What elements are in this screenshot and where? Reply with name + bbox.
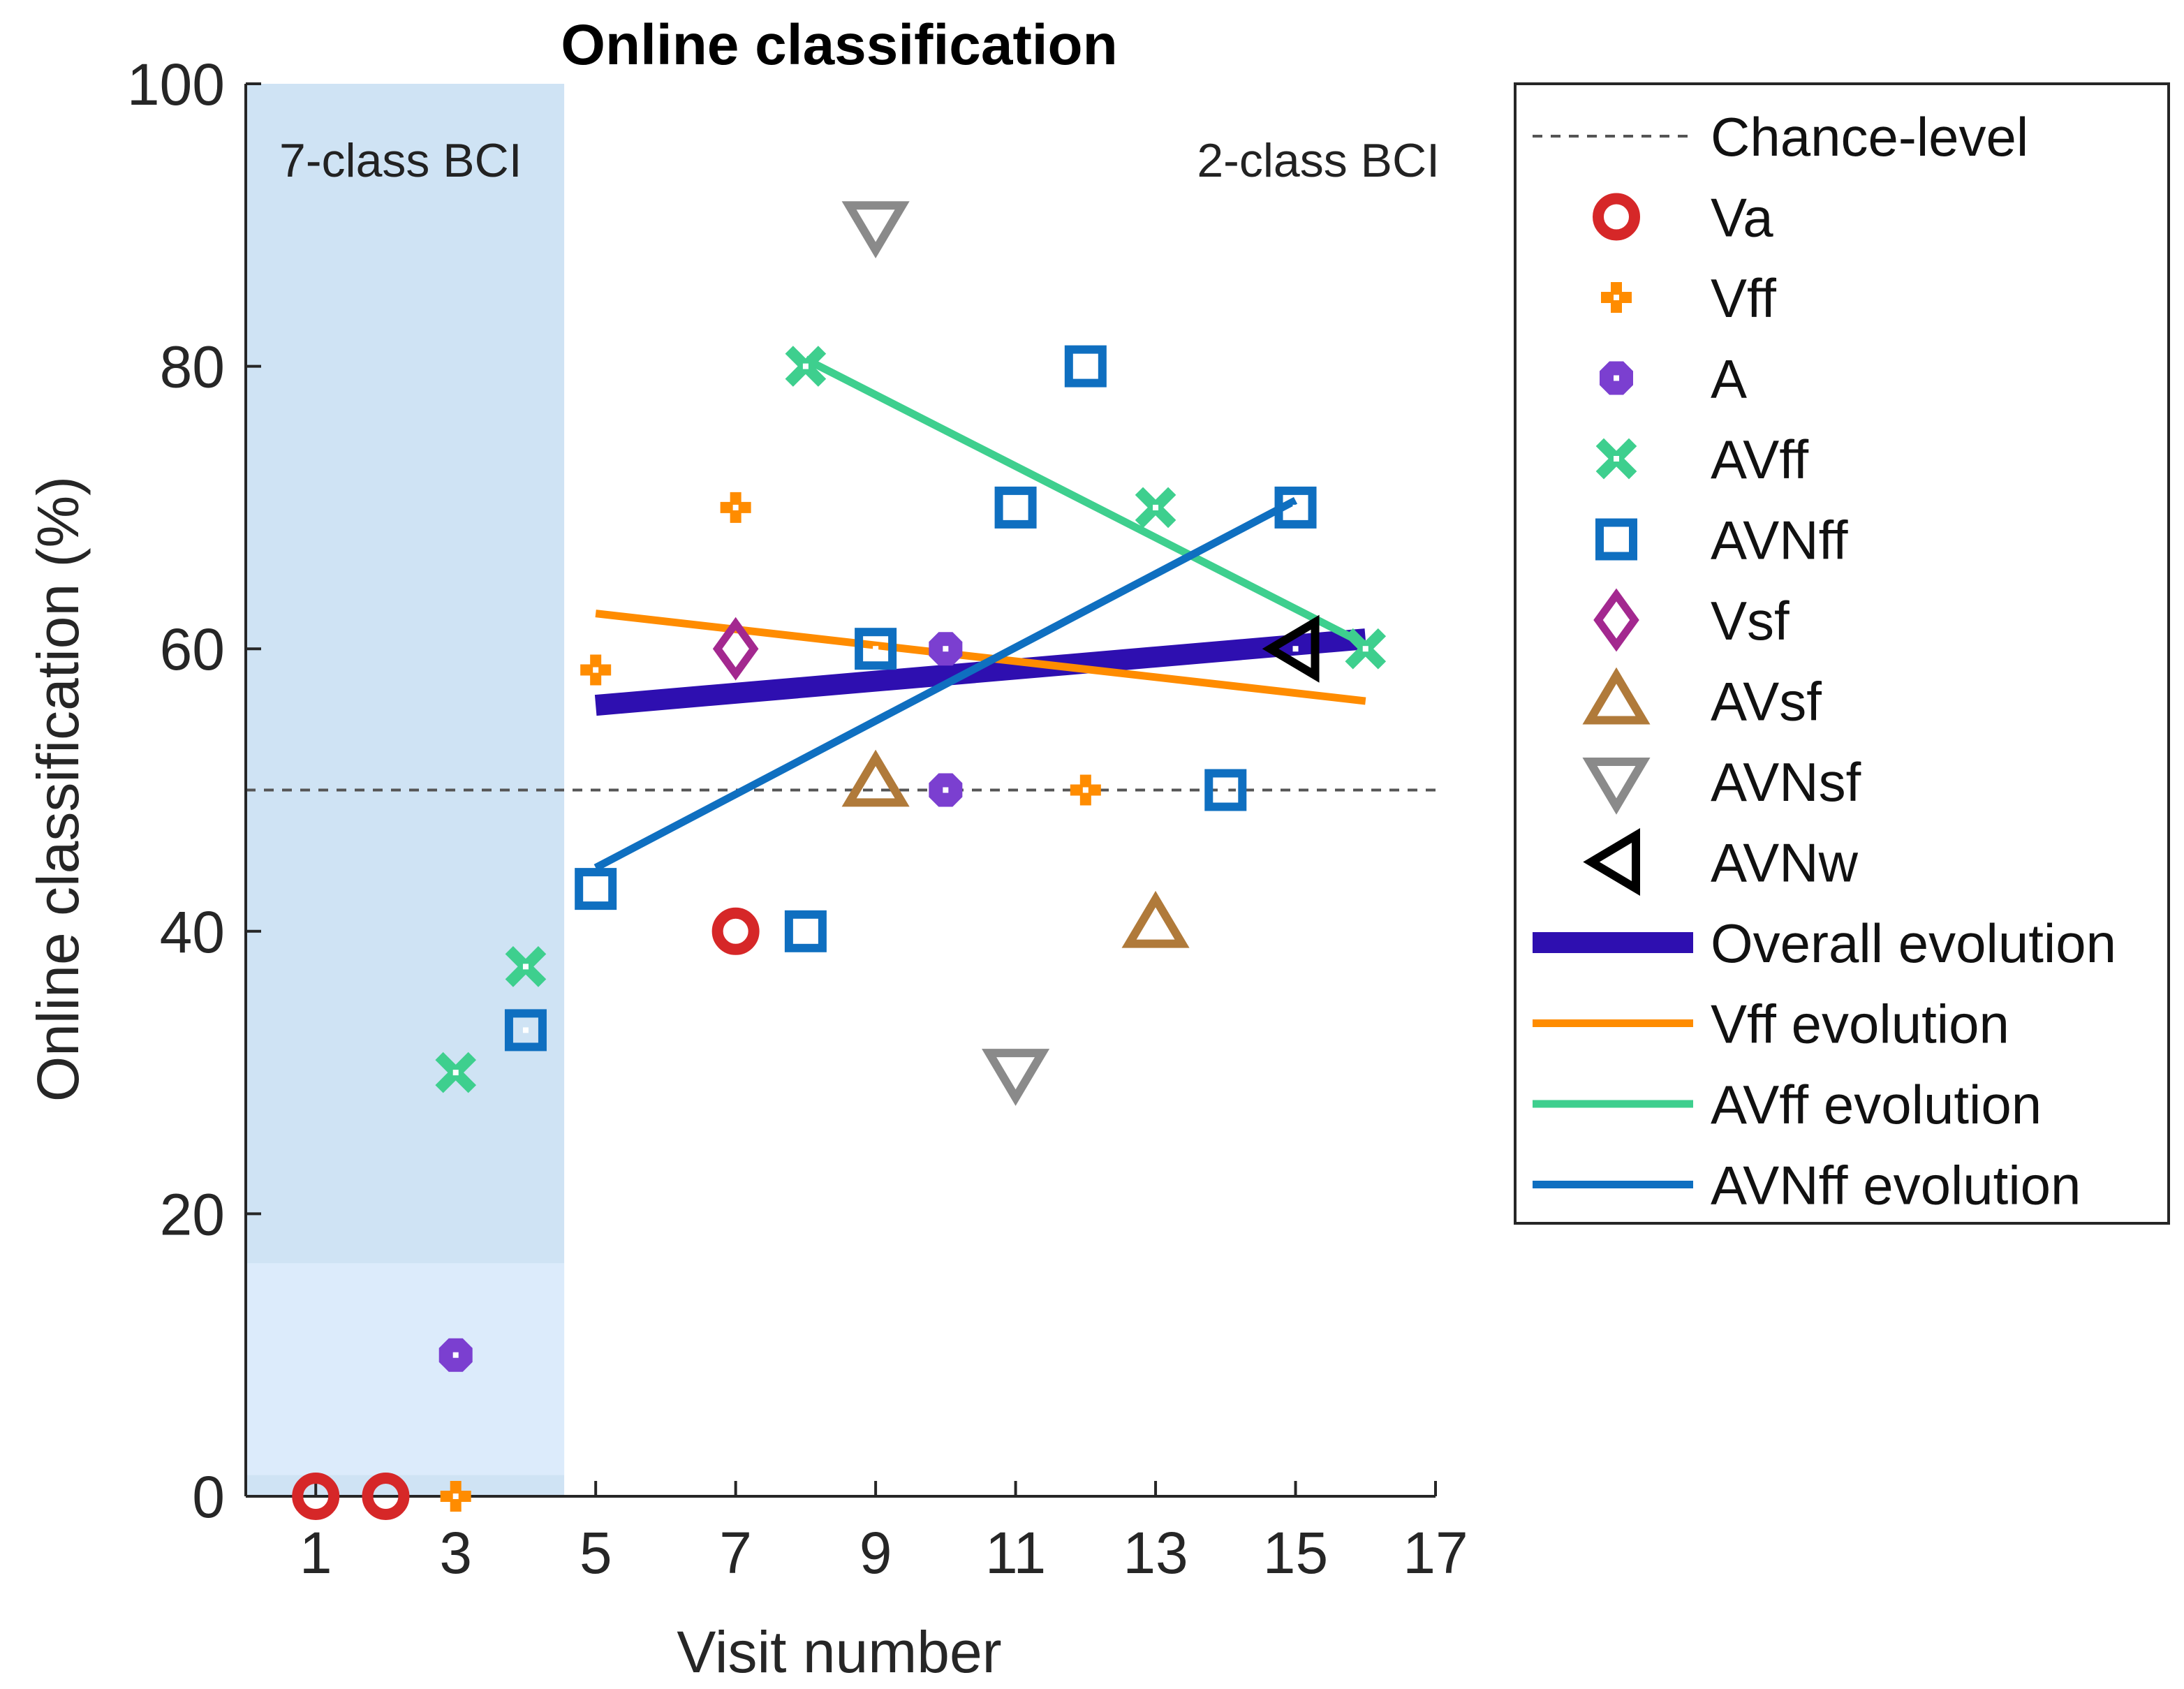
y-tick-label: 20	[160, 1181, 225, 1247]
vff-point	[1070, 774, 1101, 806]
legend-swatch-avsf	[1582, 667, 1651, 725]
vff-point	[580, 654, 612, 686]
legend-label-avsf: AVsf	[1711, 671, 1822, 732]
chart-title: Online classification	[561, 13, 1117, 77]
avff-evolution-line	[804, 355, 1368, 649]
region-label-2-class: 2-class BCI	[1197, 134, 1440, 187]
legend-label-overall-evolution: Overall evolution	[1711, 913, 2116, 974]
va-point	[292, 1473, 340, 1520]
avnsf-point	[841, 201, 910, 259]
x-tick-label: 13	[1123, 1520, 1188, 1586]
legend-label-a: A	[1711, 348, 1747, 410]
legend-label-va: Va	[1711, 187, 1773, 249]
avff-point	[435, 1052, 477, 1093]
legend-label-avff: AVff	[1711, 429, 1809, 490]
va-point	[362, 1473, 410, 1520]
vsf-point	[712, 617, 759, 681]
avnff-evolution-line	[593, 496, 1298, 871]
legend-label-avff-evolution: AVff evolution	[1711, 1074, 2042, 1135]
legend-swatch-avnw	[1583, 827, 1640, 897]
shaded-region-7-class	[246, 84, 565, 1496]
a-point	[929, 632, 963, 666]
legend-label-vff: Vff	[1711, 267, 1776, 329]
shaded-region-band	[246, 1263, 565, 1475]
avnsf-point	[982, 1049, 1050, 1106]
legend-label-vff-evolution: Vff evolution	[1711, 994, 2009, 1055]
y-tick-label: 60	[160, 617, 225, 682]
x-tick-label: 3	[439, 1520, 472, 1586]
legend-box	[1514, 82, 2170, 1225]
legend-label-avnsf: AVNsf	[1711, 751, 1861, 813]
evolution-lines	[593, 355, 1368, 871]
avff-point	[505, 946, 547, 987]
y-tick-label: 80	[160, 334, 225, 400]
data-points	[292, 201, 1387, 1520]
legend-label-avnw: AVNw	[1711, 832, 1859, 894]
legend-swatch-avnsf	[1582, 758, 1651, 815]
x-tick-label: 7	[719, 1520, 752, 1586]
y-axis-label: Online classification (%)	[25, 476, 91, 1102]
avff-point	[1135, 487, 1176, 529]
legend: Chance-level Va Vff A AVff AVNff Vsf AVsf AVNsf A…	[1514, 82, 2170, 1225]
avnff-point	[1204, 769, 1247, 811]
avnff-point	[855, 628, 897, 670]
avnw-point	[1262, 614, 1320, 683]
avnff-point	[504, 1009, 547, 1052]
x-tick-label: 5	[580, 1520, 612, 1586]
legend-swatch-vff	[1601, 282, 1632, 313]
y-tick-label: 100	[127, 52, 225, 117]
avsf-point	[841, 749, 910, 807]
vff-point	[440, 1481, 471, 1512]
legend-label-avnff-evolution: AVNff evolution	[1711, 1155, 2081, 1216]
x-tick-label: 9	[859, 1520, 892, 1586]
a-point	[929, 773, 963, 807]
legend-label-vsf: Vsf	[1711, 590, 1790, 651]
avnff-point	[1274, 486, 1317, 529]
legend-swatch-vsf	[1593, 588, 1639, 652]
avff-point	[785, 346, 827, 387]
legend-swatch-va	[1593, 193, 1640, 241]
avnff-point	[575, 868, 617, 910]
x-tick-label: 1	[300, 1520, 332, 1586]
legend-label-chance-level: Chance-level	[1711, 106, 2028, 168]
vff-evolution-line	[595, 610, 1366, 705]
y-tick-label: 0	[192, 1464, 225, 1530]
x-axis-label: Visit number	[677, 1619, 1001, 1685]
vff-point	[720, 492, 751, 523]
shaded-region-rect	[246, 84, 565, 1496]
x-tick-label: 17	[1403, 1520, 1468, 1586]
avnff-point	[1064, 345, 1107, 388]
avnff-point	[784, 910, 827, 952]
avsf-point	[1121, 890, 1190, 948]
legend-swatch-avff	[1595, 438, 1637, 480]
x-tick-label: 15	[1263, 1520, 1328, 1586]
a-point	[438, 1338, 473, 1372]
overall-evolution-line	[594, 628, 1367, 716]
y-tick-label: 40	[160, 899, 225, 965]
legend-swatch-avnff	[1595, 518, 1637, 561]
avnff-point	[994, 486, 1037, 529]
avff-point	[1345, 628, 1387, 670]
x-tick-label: 11	[985, 1520, 1046, 1586]
legend-swatch-a	[1600, 361, 1633, 395]
region-label-7-class: 7-class BCI	[279, 134, 522, 187]
legend-label-avnff: AVNff	[1711, 510, 1848, 571]
va-point	[711, 907, 760, 955]
